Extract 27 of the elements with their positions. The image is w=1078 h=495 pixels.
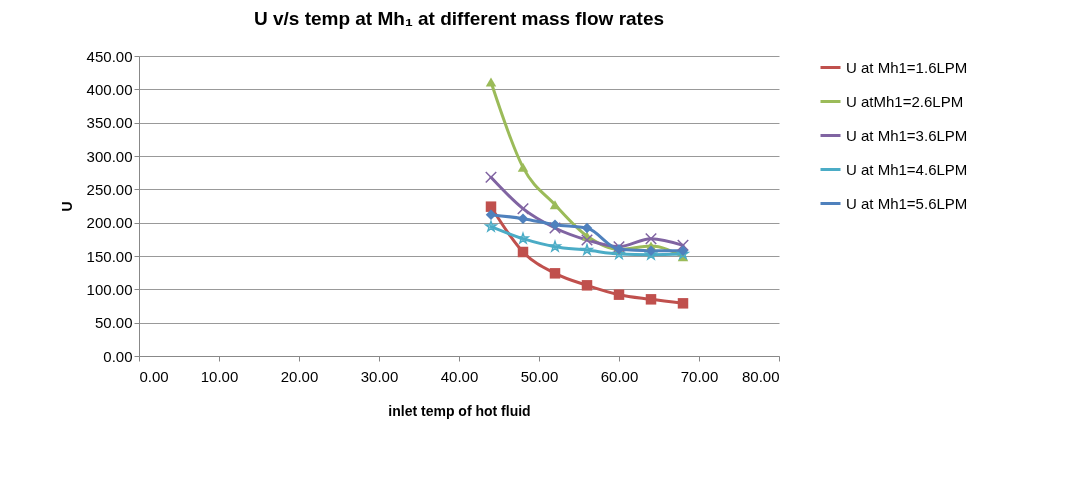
y-tick-label: 100.00	[86, 280, 133, 298]
legend-label: U at Mh1=1.6LPM	[846, 58, 968, 76]
y-tick-label: 150.00	[86, 247, 133, 265]
y-tick-label: 50.00	[94, 314, 133, 332]
legend-label: U atMh1=2.6LPM	[846, 92, 964, 110]
x-tick-label: 50.00	[520, 367, 559, 385]
y-tick-label: 300.00	[86, 147, 133, 165]
x-tick-label: 40.00	[440, 367, 479, 385]
y-tick-label: 200.00	[86, 214, 133, 232]
x-axis-title: inlet temp of hot fluid	[388, 402, 531, 419]
y-tick-label: 350.00	[86, 114, 133, 132]
y-tick-label: 400.00	[86, 80, 133, 98]
x-tick-label: 60.00	[600, 367, 639, 385]
chart-title: U v/s temp at Mh₁ at different mass flow rates	[253, 8, 665, 29]
x-tick-label: 20.00	[280, 367, 319, 385]
y-axis-title: U	[58, 201, 75, 212]
legend-label: U at Mh1=5.6LPM	[846, 194, 968, 212]
y-tick-label: 0.00	[103, 347, 133, 365]
x-tick-label: 80.00	[741, 367, 780, 385]
x-tick-label: 30.00	[360, 367, 399, 385]
legend-label: U at Mh1=3.6LPM	[846, 126, 968, 144]
x-tick-label: 10.00	[200, 367, 239, 385]
legend-label: U at Mh1=4.6LPM	[846, 160, 968, 178]
x-tick-label: 0.00	[139, 367, 169, 385]
y-tick-label: 450.00	[86, 47, 133, 65]
x-tick-label: 70.00	[680, 367, 719, 385]
y-tick-label: 250.00	[86, 180, 133, 198]
